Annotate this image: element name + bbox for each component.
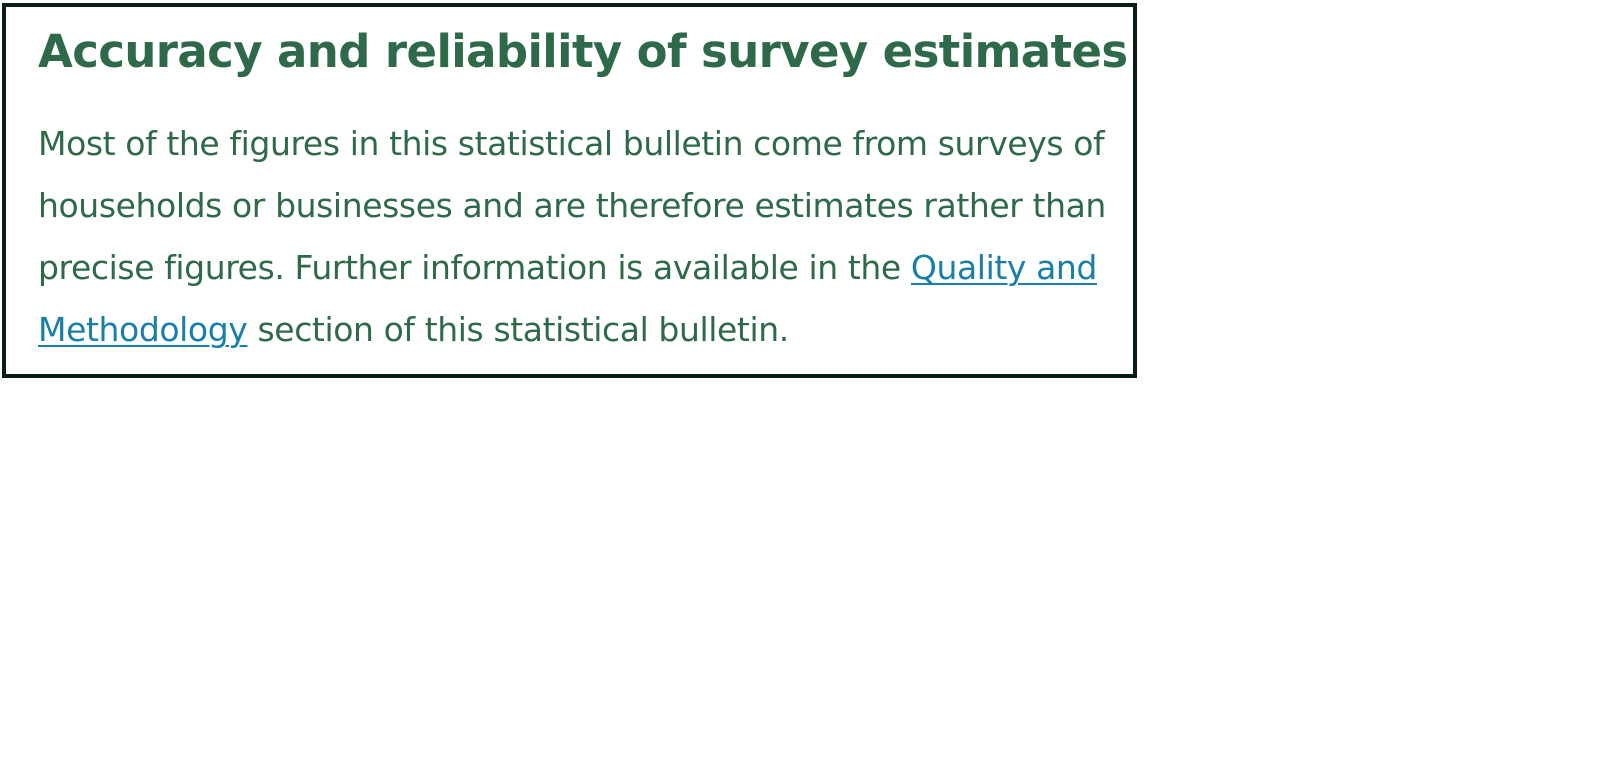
- callout-body-text-start: Most of the figures in this statistical …: [38, 124, 1106, 287]
- info-callout-box: Accuracy and reliability of survey estim…: [2, 3, 1137, 378]
- callout-paragraph: Most of the figures in this statistical …: [38, 113, 1128, 361]
- callout-heading: Accuracy and reliability of survey estim…: [38, 25, 1128, 78]
- quality-and-methodology-link[interactable]: Quality and Methodology: [38, 248, 1097, 349]
- callout-body-text-end: section of this statistical bulletin.: [247, 310, 789, 349]
